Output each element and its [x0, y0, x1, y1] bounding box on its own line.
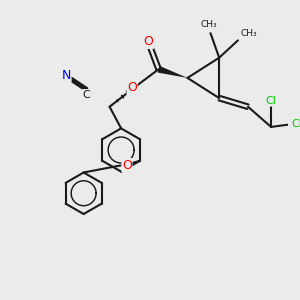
- Text: C: C: [82, 90, 90, 100]
- Text: CH₃: CH₃: [241, 28, 257, 38]
- Text: CH₃: CH₃: [201, 20, 218, 29]
- Text: O: O: [144, 35, 154, 48]
- Polygon shape: [158, 66, 188, 78]
- Text: Cl: Cl: [292, 119, 300, 129]
- Text: O: O: [127, 82, 137, 94]
- Text: Cl: Cl: [266, 96, 277, 106]
- Text: N: N: [61, 68, 71, 82]
- Text: O: O: [122, 159, 132, 172]
